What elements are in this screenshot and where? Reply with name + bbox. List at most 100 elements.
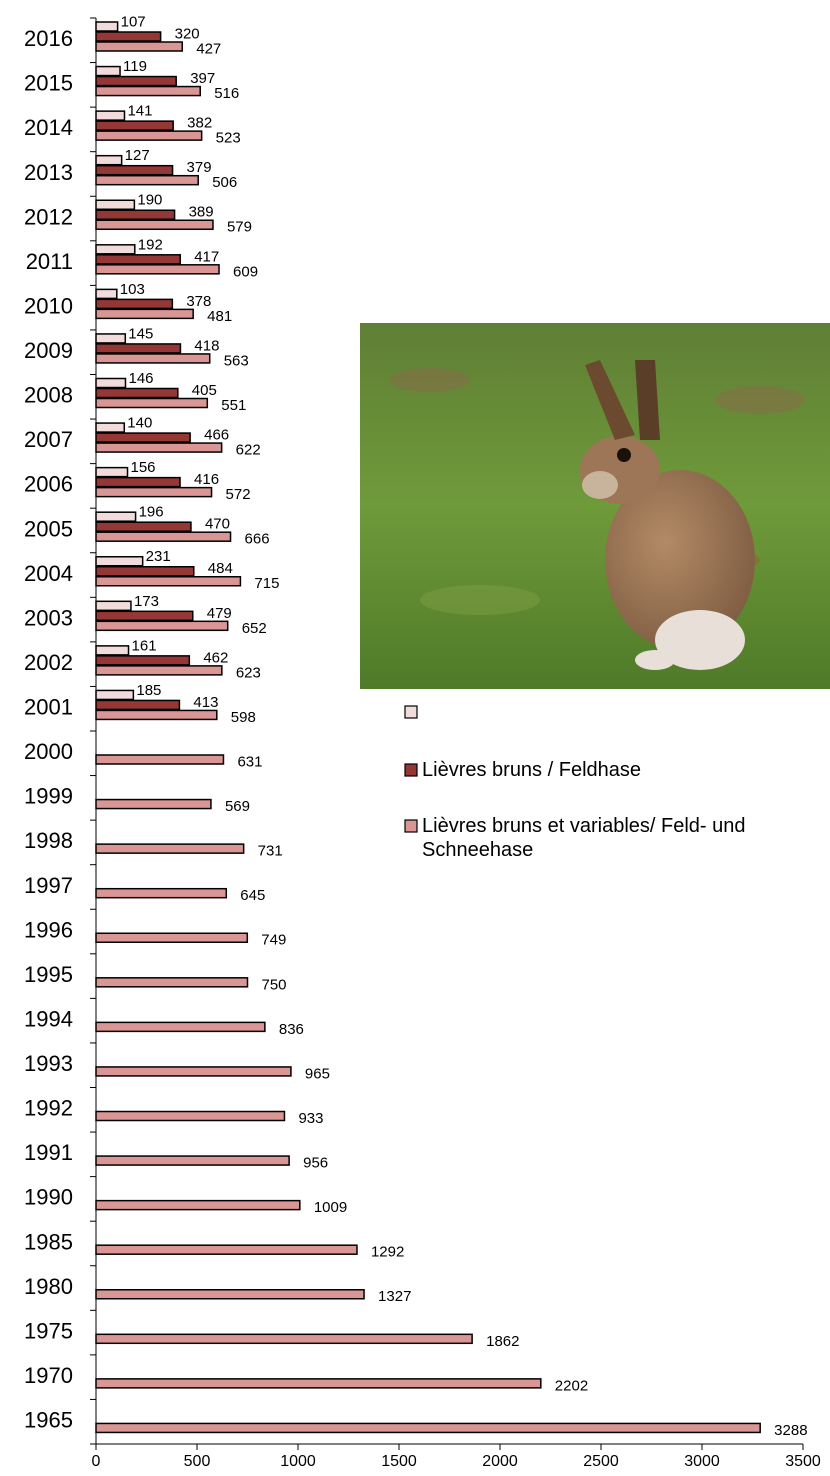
data-label: 579 xyxy=(227,219,252,236)
data-label: 631 xyxy=(237,753,262,770)
data-label: 3288 xyxy=(774,1422,807,1439)
bar xyxy=(95,65,121,77)
bar xyxy=(95,1155,290,1166)
legend-label: Lièvres bruns et variables/ Feld- und Sc… xyxy=(422,815,746,861)
bar xyxy=(95,422,126,433)
bar xyxy=(95,610,194,622)
data-label: 572 xyxy=(226,486,251,503)
data-label: 156 xyxy=(131,459,156,476)
y-tick-label: 1990 xyxy=(24,1185,73,1210)
data-label: 470 xyxy=(205,516,230,533)
y-tick-label: 2009 xyxy=(24,338,73,363)
y-tick-label: 1999 xyxy=(24,784,73,809)
y-tick-label: 1975 xyxy=(24,1318,73,1343)
bar xyxy=(95,31,162,42)
bar xyxy=(95,120,174,131)
y-tick-label: 1980 xyxy=(24,1274,73,1299)
bar xyxy=(95,1021,266,1033)
data-label: 161 xyxy=(132,637,157,654)
data-label: 481 xyxy=(207,308,232,325)
data-label: 378 xyxy=(186,293,211,310)
bar xyxy=(95,377,127,389)
y-tick-label: 1965 xyxy=(24,1408,73,1433)
bar xyxy=(95,21,119,32)
data-label: 1292 xyxy=(371,1244,404,1261)
bar xyxy=(95,442,223,453)
data-label: 609 xyxy=(233,263,258,280)
x-tick-label: 1500 xyxy=(381,1453,417,1470)
data-label: 1862 xyxy=(486,1333,519,1350)
bar xyxy=(95,566,195,577)
bar xyxy=(95,754,225,765)
data-label: 965 xyxy=(305,1065,330,1082)
bar xyxy=(95,1110,286,1122)
bar xyxy=(95,655,191,666)
hare-photo xyxy=(360,323,830,689)
bar xyxy=(95,645,130,656)
data-label: 173 xyxy=(134,593,159,610)
y-tick-label: 1993 xyxy=(24,1051,73,1076)
bar xyxy=(95,244,136,255)
bar xyxy=(95,353,211,364)
data-label: 623 xyxy=(236,664,261,681)
bar xyxy=(95,843,245,854)
y-tick-label: 1992 xyxy=(24,1096,73,1121)
data-label: 196 xyxy=(139,504,164,521)
data-label: 479 xyxy=(207,605,232,622)
bar xyxy=(95,432,191,443)
data-label: 484 xyxy=(208,560,233,577)
bar xyxy=(95,521,192,532)
bar xyxy=(95,466,129,478)
bar xyxy=(95,665,223,676)
data-label: 107 xyxy=(121,13,146,30)
bar xyxy=(95,1066,292,1077)
y-tick-label: 1997 xyxy=(24,873,73,898)
data-label: 569 xyxy=(225,798,250,815)
data-label: 146 xyxy=(128,370,153,387)
data-label: 397 xyxy=(190,70,215,87)
bar xyxy=(95,556,144,567)
bar xyxy=(95,75,177,87)
y-tick-label: 2011 xyxy=(26,249,73,274)
bar xyxy=(95,308,194,320)
y-tick-label: 1985 xyxy=(24,1229,73,1254)
data-label: 141 xyxy=(127,103,152,120)
bar xyxy=(95,511,137,522)
bar xyxy=(95,154,123,166)
data-label: 836 xyxy=(279,1021,304,1038)
y-tick-label: 1994 xyxy=(24,1006,73,1031)
bar xyxy=(95,85,201,97)
bar xyxy=(95,199,136,210)
data-label: 462 xyxy=(203,649,228,666)
bar xyxy=(95,932,249,943)
y-tick-label: 1970 xyxy=(24,1363,73,1388)
data-label: 405 xyxy=(192,382,217,399)
bar xyxy=(95,476,181,488)
bar xyxy=(95,130,203,141)
bar xyxy=(95,1199,301,1211)
y-tick-label: 2013 xyxy=(24,160,73,185)
x-tick-label: 0 xyxy=(92,1453,101,1470)
data-label: 389 xyxy=(189,204,214,221)
y-tick-label: 2001 xyxy=(24,695,73,720)
data-label: 715 xyxy=(254,575,279,592)
data-label: 956 xyxy=(303,1155,328,1172)
data-label: 622 xyxy=(236,442,261,459)
data-label: 192 xyxy=(138,236,163,253)
y-tick-label: 1996 xyxy=(24,917,73,942)
bar xyxy=(95,1378,542,1389)
y-tick-label: 1998 xyxy=(24,828,73,853)
data-label: 750 xyxy=(262,976,287,993)
legend-swatch xyxy=(404,819,418,833)
bar xyxy=(95,486,213,498)
bar xyxy=(95,254,181,265)
data-label: 1327 xyxy=(378,1288,411,1305)
bar xyxy=(95,531,232,542)
bar xyxy=(95,219,214,230)
y-tick-label: 2010 xyxy=(24,293,73,318)
bar xyxy=(95,1422,761,1434)
y-tick-label: 2015 xyxy=(24,71,73,96)
y-tick-label: 2008 xyxy=(24,383,73,408)
legend-label: Lièvres bruns / Feldhase xyxy=(422,759,642,781)
